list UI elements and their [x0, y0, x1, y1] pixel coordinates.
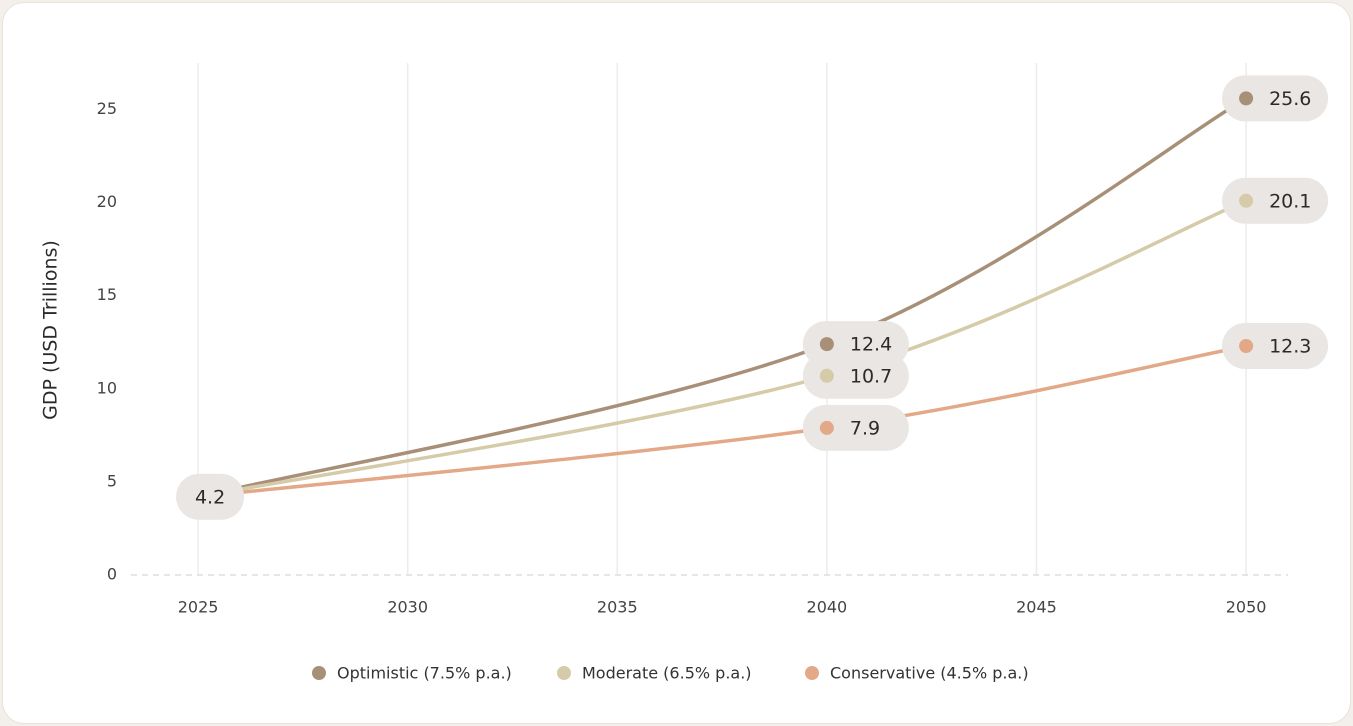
data-label: 4.2	[176, 473, 245, 520]
x-tick-label: 2045	[1016, 598, 1057, 617]
legend-label: Optimistic (7.5% p.a.)	[337, 664, 512, 683]
point	[1239, 193, 1254, 208]
label-bg	[1222, 177, 1329, 224]
point	[1239, 91, 1254, 106]
value-label: 12.3	[1269, 335, 1311, 357]
label-bg	[176, 473, 245, 520]
x-tick-label: 2050	[1226, 598, 1267, 617]
y-tick-label: 0	[107, 565, 117, 584]
y-axis-label: GDP (USD Trillions)	[40, 240, 62, 420]
label-bg	[802, 352, 909, 399]
value-label: 12.4	[850, 334, 892, 356]
data-label: 7.9	[802, 404, 909, 451]
y-tick-label: 15	[97, 285, 117, 304]
series-line	[197, 199, 1247, 499]
legend-marker	[312, 666, 326, 680]
point	[819, 420, 834, 435]
data-label: 12.3	[1222, 322, 1329, 369]
x-tick-label: 2035	[597, 598, 638, 617]
label-bg	[1222, 322, 1329, 369]
x-tick-label: 2025	[178, 598, 219, 617]
value-label: 4.2	[195, 486, 225, 508]
legend-label: Moderate (6.5% p.a.)	[582, 664, 752, 683]
legend-label: Conservative (4.5% p.a.)	[830, 664, 1029, 683]
value-label: 10.7	[850, 365, 892, 387]
chart: GDP (USD Trillions) 2025 2030 2035 2040 2045…	[40, 63, 1329, 683]
legend-marker	[557, 666, 571, 680]
label-bg	[1222, 75, 1329, 122]
value-label: 25.6	[1269, 88, 1311, 110]
data-label: 20.1	[1222, 177, 1329, 224]
series-line	[197, 344, 1247, 499]
x-tick-label: 2030	[387, 598, 428, 617]
x-tick-label: 2040	[807, 598, 848, 617]
point	[819, 337, 834, 352]
point	[1239, 338, 1254, 353]
y-tick-label: 5	[107, 471, 117, 490]
y-tick-label: 25	[97, 99, 117, 118]
series-line	[197, 96, 1247, 499]
legend-marker	[805, 666, 819, 680]
value-label: 7.9	[850, 417, 880, 439]
value-label: 20.1	[1269, 190, 1311, 212]
y-tick-label: 10	[97, 378, 117, 397]
data-label: 10.7	[802, 352, 909, 399]
label-bg	[802, 404, 909, 451]
point	[819, 368, 834, 383]
data-label: 25.6	[1222, 75, 1329, 122]
y-tick-label: 20	[97, 192, 117, 211]
